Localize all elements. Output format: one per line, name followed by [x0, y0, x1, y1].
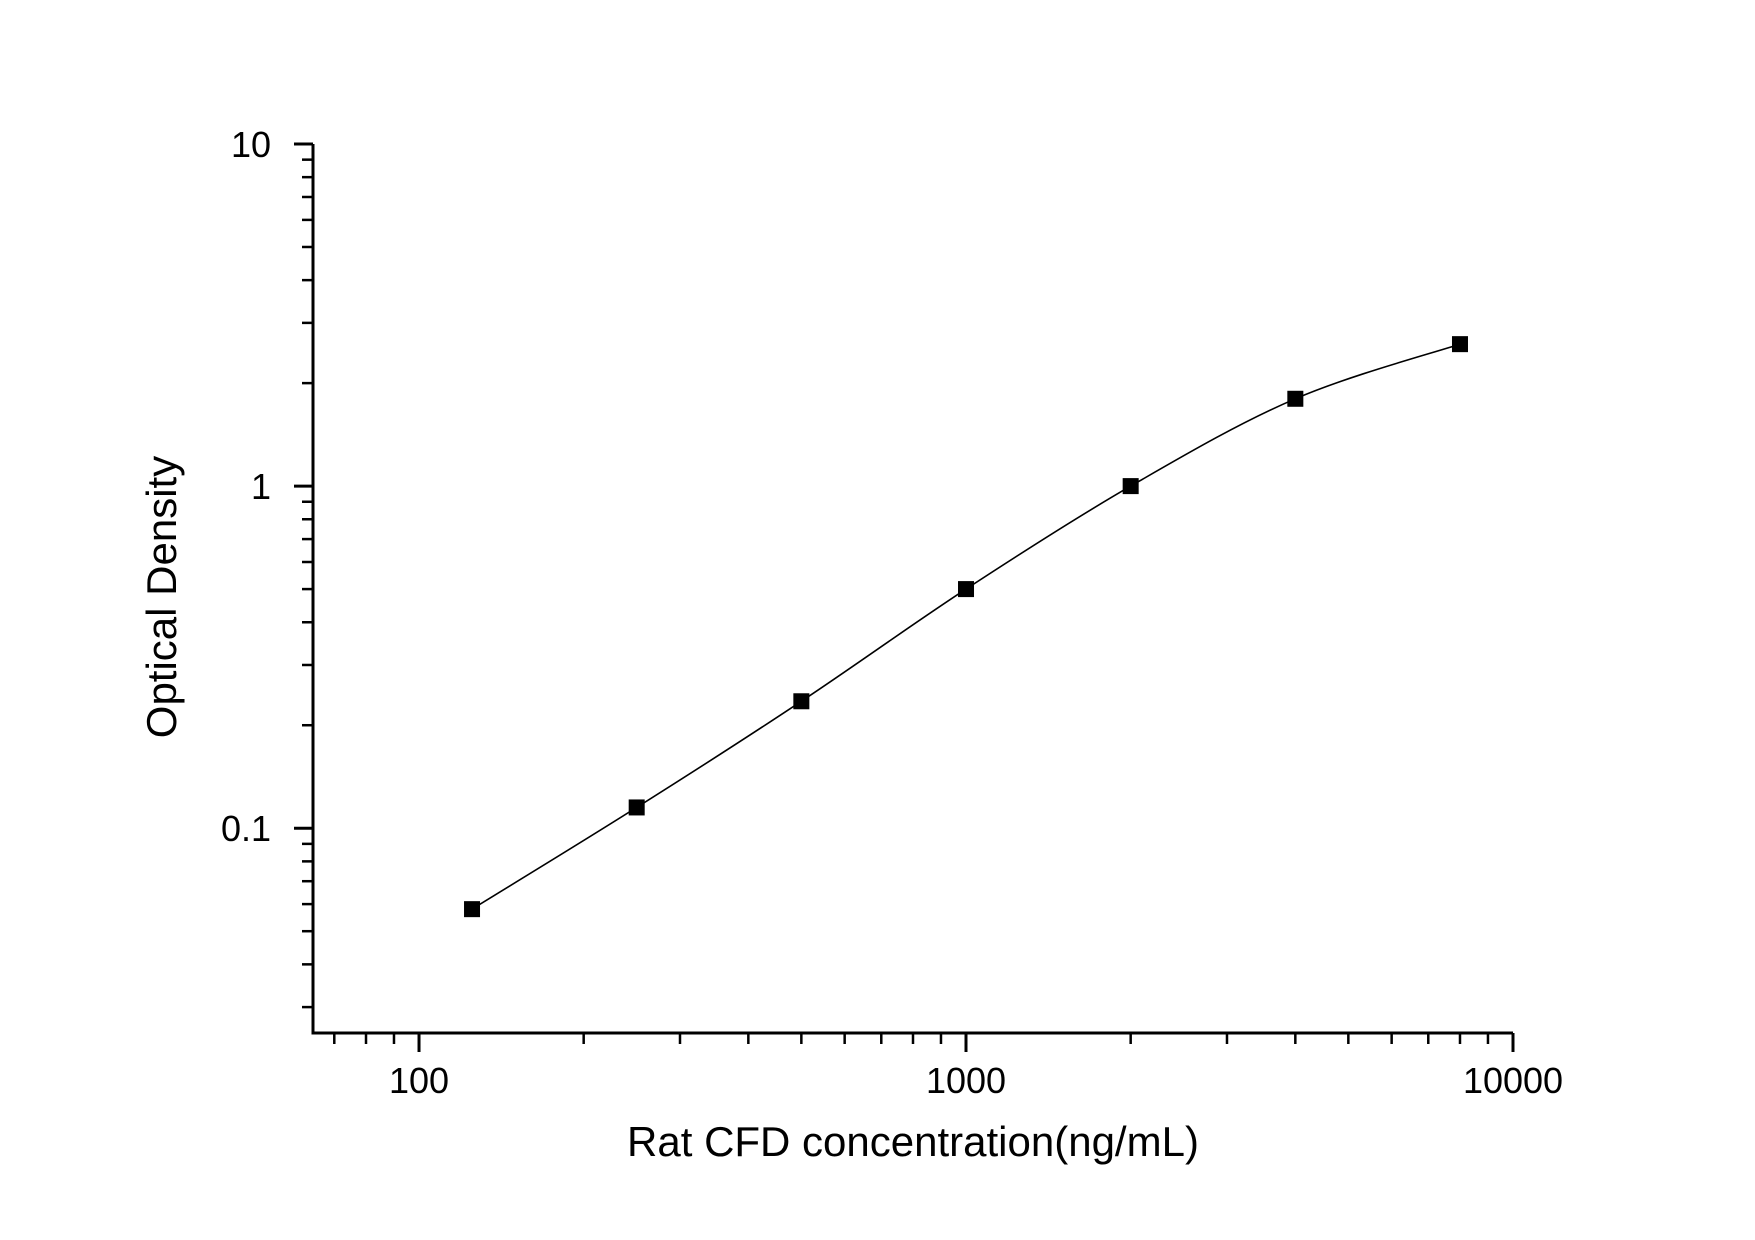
- y-tick-label: 1: [251, 466, 271, 507]
- x-axis-title: Rat CFD concentration(ng/mL): [627, 1118, 1199, 1165]
- axis-lines: [311, 144, 1513, 1035]
- y-axis-title: Optical Density: [138, 455, 185, 739]
- data-point-marker: [1122, 478, 1139, 495]
- data-point-marker: [793, 693, 810, 710]
- y-tick-label: 10: [231, 124, 271, 165]
- data-point-marker: [1287, 390, 1304, 407]
- x-tick-label: 100: [389, 1060, 449, 1101]
- data-point-marker: [1451, 336, 1468, 353]
- y-tick-label: 0.1: [221, 808, 271, 849]
- data-point-marker: [628, 799, 645, 816]
- standard-curve-line: [471, 343, 1461, 910]
- data-point-marker: [464, 901, 481, 918]
- x-tick-label: 10000: [1463, 1060, 1563, 1101]
- x-tick-label: 1000: [926, 1060, 1006, 1101]
- data-point-marker: [958, 581, 975, 598]
